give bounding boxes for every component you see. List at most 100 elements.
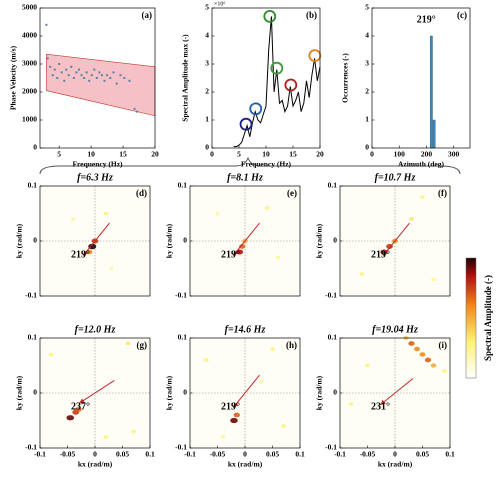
data-point bbox=[103, 79, 106, 82]
axes-frame bbox=[371, 7, 471, 149]
x-tick-label: 0 bbox=[370, 150, 374, 159]
azimuth-label: 237° bbox=[71, 401, 90, 412]
x-tick-label: 0.05 bbox=[416, 450, 429, 459]
data-point bbox=[46, 57, 49, 60]
y-axis-label: ky (rad/m) bbox=[315, 223, 324, 258]
spectral-spot bbox=[215, 211, 220, 216]
spectral-spot bbox=[420, 195, 425, 199]
y-axis-label: ky (rad/m) bbox=[165, 223, 174, 258]
x-tick-label: 200 bbox=[421, 150, 433, 159]
azimuth-arrow bbox=[82, 222, 110, 257]
x-tick-label: 20 bbox=[316, 150, 324, 159]
x-tick-label: -0.1 bbox=[34, 450, 46, 459]
spectral-spot bbox=[414, 346, 420, 352]
x-tick-label: 15 bbox=[289, 150, 297, 159]
y-tick-label: -0.1 bbox=[175, 291, 187, 300]
y-tick-label: 4 bbox=[205, 31, 209, 40]
data-point bbox=[56, 77, 59, 79]
y-tick-label: -0.1 bbox=[25, 443, 37, 452]
data-point bbox=[77, 68, 80, 71]
data-point bbox=[88, 79, 91, 82]
peak-circle bbox=[249, 102, 263, 116]
spectral-spot bbox=[365, 363, 370, 368]
panel-title: f=14.6 Hz bbox=[225, 324, 266, 335]
y-axis-label: ky (rad/m) bbox=[165, 375, 174, 410]
spectral-spot bbox=[48, 352, 54, 357]
data-point bbox=[83, 77, 86, 79]
axes-frame bbox=[39, 7, 156, 149]
azimuth-arrow bbox=[78, 379, 115, 404]
colorbar-label: Spectral Amplitude (-) bbox=[483, 275, 493, 361]
y-tick-label: 0 bbox=[183, 236, 187, 245]
y-tick-label: 0.1 bbox=[28, 333, 38, 342]
y-tick-label: 1 bbox=[365, 115, 369, 124]
arrow-head bbox=[383, 250, 389, 256]
data-point bbox=[63, 79, 66, 82]
y-tick-label: 0 bbox=[33, 388, 37, 397]
data-point bbox=[53, 68, 56, 71]
spectral-spot bbox=[103, 435, 109, 439]
annotation: 219° bbox=[417, 14, 436, 25]
data-point bbox=[136, 110, 139, 113]
colorbar bbox=[465, 257, 477, 379]
data-point bbox=[119, 74, 122, 77]
x-tick-label: 0.1 bbox=[445, 450, 455, 459]
panel-title: f=10.7 Hz bbox=[375, 172, 416, 183]
data-point bbox=[65, 68, 68, 71]
x-tick-label: -0.05 bbox=[360, 450, 376, 459]
y-tick-label: 5 bbox=[205, 3, 209, 12]
panel-label: (f) bbox=[438, 188, 447, 198]
bar bbox=[432, 119, 436, 149]
data-point bbox=[75, 71, 78, 74]
x-tick-label: 5 bbox=[237, 150, 241, 159]
panel-label: (g) bbox=[137, 340, 148, 350]
bar bbox=[430, 35, 433, 149]
y-tick-label: -0.1 bbox=[325, 443, 337, 452]
x-axis-label: kx (rad/m) bbox=[378, 460, 413, 469]
y-tick-label: 0.1 bbox=[178, 181, 188, 190]
x-tick-label: 0 bbox=[393, 450, 397, 459]
spectral-spot bbox=[264, 206, 270, 210]
x-axis-label: Azimuth (deg) bbox=[398, 160, 445, 169]
y-multiplier: ×10⁶ bbox=[214, 1, 225, 7]
data-point bbox=[133, 107, 136, 110]
data-point bbox=[80, 74, 83, 77]
y-tick-label: 0 bbox=[365, 143, 369, 152]
x-axis-label: kx (rad/m) bbox=[78, 460, 113, 469]
spectral-spot bbox=[75, 407, 82, 412]
x-tick-label: 0.1 bbox=[145, 450, 155, 459]
panel-title: f=12.0 Hz bbox=[75, 324, 116, 335]
x-tick-label: 10 bbox=[87, 150, 95, 159]
panel-label: (e) bbox=[287, 188, 297, 198]
spectral-spot bbox=[125, 341, 131, 346]
panel-title: f=19.04 Hz bbox=[372, 324, 418, 335]
panel-label: (d) bbox=[136, 188, 147, 198]
x-tick-label: 0.05 bbox=[116, 450, 129, 459]
spectral-spot bbox=[204, 358, 209, 362]
data-point bbox=[67, 74, 70, 77]
data-point bbox=[51, 74, 54, 77]
panel-label: (a) bbox=[142, 10, 153, 20]
y-tick-label: 3 bbox=[365, 59, 369, 68]
y-axis-label: Spectral Amplitude max (-) bbox=[181, 34, 190, 122]
data-point bbox=[115, 82, 118, 85]
x-tick-label: 0.05 bbox=[266, 450, 279, 459]
data-point bbox=[98, 71, 101, 74]
spectral-spot bbox=[431, 277, 436, 282]
spectral-spot bbox=[424, 357, 432, 363]
panel-label: (c) bbox=[457, 10, 467, 20]
spectral-spot bbox=[281, 424, 286, 428]
data-point bbox=[112, 71, 115, 74]
x-tick-label: 0 bbox=[210, 150, 214, 159]
y-tick-label: 0 bbox=[333, 236, 337, 245]
spectral-spot bbox=[86, 249, 93, 255]
data-point bbox=[49, 65, 52, 68]
data-point bbox=[70, 65, 73, 68]
y-axis-label: Occurrences (-) bbox=[341, 53, 350, 103]
arrow-head bbox=[83, 250, 89, 256]
y-tick-label: 0.1 bbox=[328, 181, 338, 190]
spectral-spot bbox=[409, 217, 414, 221]
y-tick-label: 0 bbox=[33, 143, 37, 152]
arrow-head bbox=[380, 399, 386, 405]
